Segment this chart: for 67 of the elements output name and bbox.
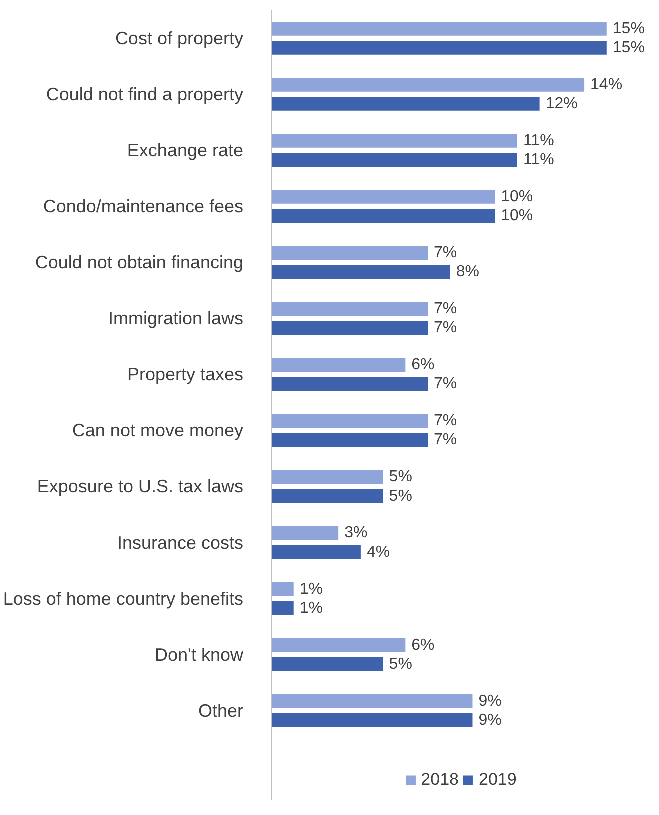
data-label: 7% bbox=[434, 432, 458, 449]
bar bbox=[272, 582, 294, 596]
data-label: 11% bbox=[523, 152, 554, 169]
bar bbox=[272, 265, 450, 280]
y-tick-label: Exchange rate bbox=[127, 140, 244, 161]
data-label: 5% bbox=[389, 468, 412, 486]
data-label: 1% bbox=[300, 580, 323, 598]
data-label: 3% bbox=[344, 524, 368, 542]
data-label: 6% bbox=[412, 636, 435, 654]
bar bbox=[272, 526, 339, 540]
data-label: 7% bbox=[434, 300, 458, 318]
y-tick-label: Immigration laws bbox=[108, 308, 244, 329]
bar bbox=[272, 302, 428, 316]
data-label: 14% bbox=[590, 76, 623, 94]
y-tick-label: Property taxes bbox=[127, 364, 244, 385]
bar bbox=[272, 694, 473, 708]
y-tick-label: Other bbox=[198, 700, 244, 721]
data-label: 7% bbox=[434, 320, 458, 337]
bar bbox=[272, 153, 518, 167]
bar bbox=[272, 470, 384, 484]
bar bbox=[272, 714, 473, 728]
bar bbox=[272, 545, 361, 560]
y-tick-label: Could not obtain financing bbox=[35, 252, 244, 273]
y-tick-label: Could not find a property bbox=[46, 84, 244, 105]
bar bbox=[272, 377, 428, 392]
data-label: 4% bbox=[366, 544, 390, 561]
bar bbox=[272, 358, 406, 372]
data-label: 7% bbox=[434, 376, 458, 393]
y-tick-label: Condo/maintenance fees bbox=[43, 196, 244, 217]
bar bbox=[272, 601, 294, 616]
data-label: 11% bbox=[523, 132, 554, 150]
data-label: 8% bbox=[456, 264, 480, 281]
legend-label: 2019 bbox=[479, 770, 517, 790]
bar bbox=[272, 638, 406, 652]
data-label: 15% bbox=[612, 40, 645, 57]
data-label: 10% bbox=[501, 208, 534, 225]
bar bbox=[272, 489, 384, 504]
bar bbox=[272, 97, 540, 111]
y-tick-label: Cost of property bbox=[115, 28, 244, 49]
bar bbox=[272, 22, 607, 36]
data-label: 7% bbox=[434, 412, 458, 430]
data-label: 6% bbox=[412, 356, 435, 374]
data-label: 5% bbox=[389, 488, 412, 505]
bar bbox=[272, 134, 518, 148]
data-label: 9% bbox=[478, 712, 502, 729]
y-tick-label: Don't know bbox=[155, 644, 244, 665]
bar bbox=[272, 433, 428, 448]
legend-label: 2018 bbox=[421, 770, 459, 790]
y-tick-label: Exposure to U.S. tax laws bbox=[37, 476, 244, 497]
bar bbox=[272, 321, 428, 336]
y-tick-label: Can not move money bbox=[72, 420, 244, 441]
bar bbox=[272, 246, 428, 260]
data-label: 15% bbox=[612, 20, 645, 38]
bar bbox=[272, 657, 384, 672]
y-tick-label: Insurance costs bbox=[117, 532, 244, 553]
y-tick-label: Loss of home country benefits bbox=[3, 588, 244, 609]
data-label: 1% bbox=[300, 600, 323, 617]
bar bbox=[272, 209, 496, 223]
data-label: 5% bbox=[389, 656, 412, 673]
bar bbox=[272, 190, 496, 204]
bar bbox=[272, 78, 585, 92]
bar bbox=[272, 414, 428, 428]
bar bbox=[272, 41, 607, 55]
data-label: 10% bbox=[501, 188, 534, 206]
data-label: 7% bbox=[434, 244, 458, 262]
data-label: 9% bbox=[478, 692, 502, 710]
data-label: 12% bbox=[546, 96, 578, 113]
